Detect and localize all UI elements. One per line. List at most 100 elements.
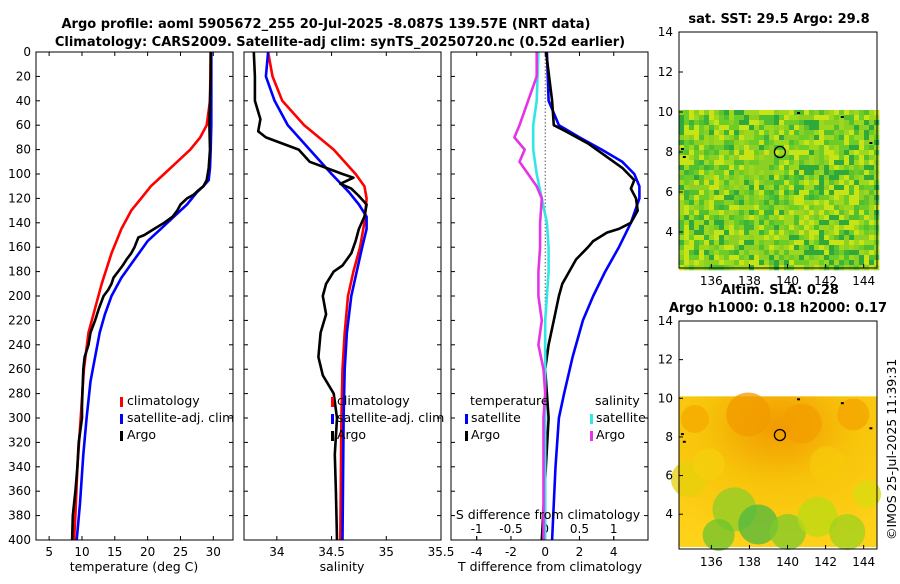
sst-cell xyxy=(719,110,725,116)
sst-cell xyxy=(769,110,775,116)
sst-cell xyxy=(719,235,725,241)
sst-cell xyxy=(739,140,745,146)
sst-cell xyxy=(804,155,810,161)
difference-xlabel: T difference from climatology xyxy=(457,559,643,574)
sst-cell xyxy=(734,245,740,251)
sst-cell xyxy=(684,150,690,156)
sst-cell xyxy=(839,185,845,191)
sst-cell xyxy=(789,250,795,256)
sst-cell xyxy=(869,150,875,156)
series-line-s-satellite xyxy=(531,52,550,540)
sst-cell xyxy=(769,250,775,256)
sst-cell xyxy=(864,240,870,246)
sst-cell xyxy=(869,195,875,201)
sst-cell xyxy=(784,240,790,246)
sst-cell xyxy=(849,175,855,181)
sst-cell xyxy=(709,185,715,191)
sst-cell xyxy=(764,125,770,131)
sst-cell xyxy=(859,220,865,226)
sst-cell xyxy=(809,125,815,131)
sst-cell xyxy=(789,150,795,156)
sst-cell xyxy=(829,195,835,201)
sst-cell xyxy=(724,150,730,156)
sst-cell xyxy=(819,255,825,261)
sst-cell xyxy=(699,175,705,181)
sst-cell xyxy=(689,145,695,151)
sst-cell xyxy=(694,160,700,166)
sst-cell xyxy=(739,200,745,206)
sst-cell xyxy=(799,210,805,216)
sst-cell xyxy=(844,175,850,181)
series-line-t-argo xyxy=(540,52,639,540)
sst-cell xyxy=(799,235,805,241)
sst-cell xyxy=(734,180,740,186)
sst-cell xyxy=(749,240,755,246)
sst-cell xyxy=(714,235,720,241)
sst-cell xyxy=(824,205,830,211)
sst-cell xyxy=(759,135,765,141)
sst-cell xyxy=(714,200,720,206)
s-axis-tick-label: 1 xyxy=(610,522,618,536)
sst-cell xyxy=(814,255,820,261)
sst-cell xyxy=(714,220,720,226)
map-y-tick-label: 6 xyxy=(665,469,673,483)
coast-speck xyxy=(869,142,873,144)
sst-cell xyxy=(809,250,815,256)
sst-cell xyxy=(799,110,805,116)
sst-cell xyxy=(814,120,820,126)
sst-cell xyxy=(754,130,760,136)
sst-cell xyxy=(864,255,870,261)
sst-cell xyxy=(724,205,730,211)
sst-cell xyxy=(804,130,810,136)
sst-cell xyxy=(744,135,750,141)
sst-cell xyxy=(709,160,715,166)
sst-cell xyxy=(864,190,870,196)
sst-cell xyxy=(869,175,875,181)
sst-cell xyxy=(839,150,845,156)
sst-cell xyxy=(809,235,815,241)
sst-cell xyxy=(774,150,780,156)
sst-cell xyxy=(764,135,770,141)
sst-cell xyxy=(709,260,715,266)
sst-cell xyxy=(844,225,850,231)
sst-cell xyxy=(729,145,735,151)
sst-cell xyxy=(774,250,780,256)
sst-cell xyxy=(684,240,690,246)
sst-cell xyxy=(839,225,845,231)
sst-cell xyxy=(854,175,860,181)
sst-cell xyxy=(774,255,780,261)
sst-cell xyxy=(819,160,825,166)
sst-cell xyxy=(749,110,755,116)
sst-cell xyxy=(864,125,870,131)
sst-cell xyxy=(804,230,810,236)
sst-cell xyxy=(819,180,825,186)
sst-cell xyxy=(864,180,870,186)
sst-cell xyxy=(839,155,845,161)
sst-cell xyxy=(794,175,800,181)
sst-cell xyxy=(869,225,875,231)
sst-cell xyxy=(824,185,830,191)
sst-cell xyxy=(819,130,825,136)
sst-cell xyxy=(729,245,735,251)
sst-cell xyxy=(694,140,700,146)
sst-cell xyxy=(714,150,720,156)
sst-cell xyxy=(849,110,855,116)
sst-cell xyxy=(809,215,815,221)
sst-cell xyxy=(749,260,755,266)
y-tick-label: 280 xyxy=(8,387,31,401)
sst-cell xyxy=(829,215,835,221)
sst-cell xyxy=(709,180,715,186)
sst-cell xyxy=(799,175,805,181)
sst-cell xyxy=(694,145,700,151)
sst-cell xyxy=(684,215,690,221)
sst-cell xyxy=(704,155,710,161)
sst-cell xyxy=(859,205,865,211)
sst-cell xyxy=(694,115,700,121)
sst-cell xyxy=(764,120,770,126)
sst-cell xyxy=(854,245,860,251)
sst-cell xyxy=(814,205,820,211)
sst-cell xyxy=(709,125,715,131)
sst-cell xyxy=(829,125,835,131)
sst-cell xyxy=(819,220,825,226)
